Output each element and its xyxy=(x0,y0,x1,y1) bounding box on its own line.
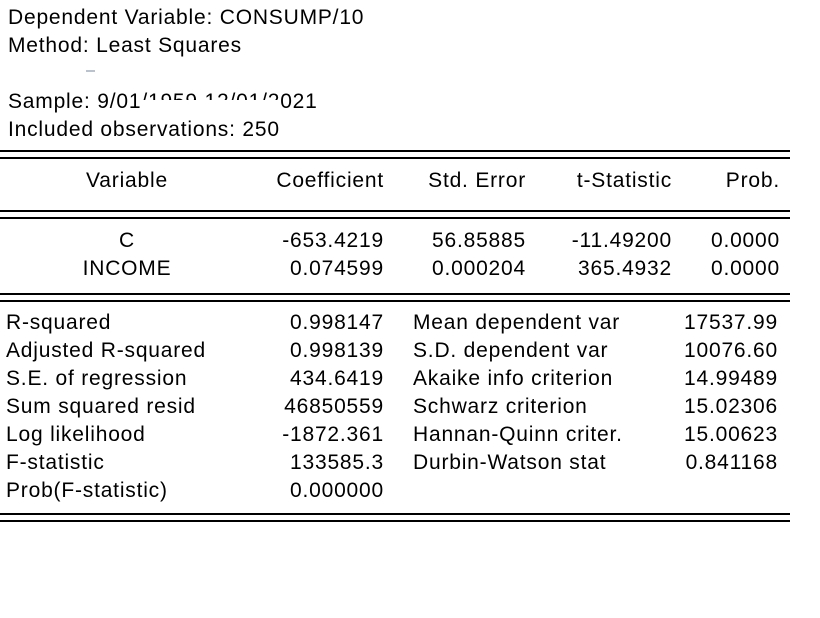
method-line: Method: Least Squares xyxy=(8,34,242,57)
table-rule xyxy=(0,157,790,159)
stat-label: Adjusted R-squared xyxy=(6,339,207,362)
stat-label: Durbin-Watson stat xyxy=(413,451,607,474)
stat-value: -1872.361 xyxy=(282,423,384,446)
included-observations-line: Included observations: 250 xyxy=(8,118,280,141)
col-header-t-statistic: t-Statistic xyxy=(576,169,672,192)
table-rule xyxy=(0,513,790,515)
col-header-coefficient: Coefficient xyxy=(276,169,384,192)
stat-label: S.E. of regression xyxy=(6,367,188,390)
table-rule xyxy=(0,210,790,212)
coef-table-header-row: Variable Coefficient Std. Error t-Statis… xyxy=(0,167,790,195)
stat-label: Schwarz criterion xyxy=(413,395,588,418)
stat-label: S.D. dependent var xyxy=(413,339,609,362)
table-rule xyxy=(0,520,790,522)
cell-t-statistic: -11.49200 xyxy=(571,229,672,252)
summary-row: S.E. of regression 434.6419 Akaike info … xyxy=(0,365,790,393)
cell-variable: C xyxy=(119,229,135,252)
dependent-variable-line: Dependent Variable: CONSUMP/10 xyxy=(8,6,365,29)
cell-t-statistic: 365.4932 xyxy=(578,257,672,280)
sample-line-whiteout-artifact xyxy=(140,100,280,114)
cell-coefficient: 0.074599 xyxy=(290,257,384,280)
cell-std-error: 56.85885 xyxy=(432,229,526,252)
stat-value: 15.00623 xyxy=(684,423,778,446)
table-rule xyxy=(0,217,790,219)
cell-variable: INCOME xyxy=(82,257,172,280)
table-row: C -653.4219 56.85885 -11.49200 0.0000 xyxy=(0,227,790,255)
cell-std-error: 0.000204 xyxy=(432,257,526,280)
stat-value: 434.6419 xyxy=(290,367,384,390)
stat-label: R-squared xyxy=(6,311,112,334)
summary-row: Prob(F-statistic) 0.000000 xyxy=(0,477,790,505)
summary-row: R-squared 0.998147 Mean dependent var 17… xyxy=(0,309,790,337)
table-rule xyxy=(0,150,790,152)
summary-row: Sum squared resid 46850559 Schwarz crite… xyxy=(0,393,790,421)
stat-value: 15.02306 xyxy=(684,395,778,418)
stat-label: Prob(F-statistic) xyxy=(6,479,168,502)
stat-value: 0.998147 xyxy=(290,311,384,334)
stat-label: F-statistic xyxy=(6,451,105,474)
erased-text-remnant xyxy=(86,70,95,72)
stat-value: 46850559 xyxy=(284,395,384,418)
col-header-variable: Variable xyxy=(86,169,168,192)
cell-coefficient: -653.4219 xyxy=(282,229,384,252)
table-row: INCOME 0.074599 0.000204 365.4932 0.0000 xyxy=(0,255,790,283)
stat-value: 14.99489 xyxy=(684,367,778,390)
stat-label: Sum squared resid xyxy=(6,395,196,418)
stat-label: Akaike info criterion xyxy=(413,367,614,390)
table-rule xyxy=(0,300,790,302)
stat-label: Mean dependent var xyxy=(413,311,621,334)
stat-value: 10076.60 xyxy=(684,339,778,362)
table-rule xyxy=(0,293,790,295)
stat-value: 0.000000 xyxy=(290,479,384,502)
col-header-prob: Prob. xyxy=(725,169,780,192)
cell-prob: 0.0000 xyxy=(710,257,780,280)
stat-value: 133585.3 xyxy=(290,451,384,474)
summary-row: Adjusted R-squared 0.998139 S.D. depende… xyxy=(0,337,790,365)
stat-label: Hannan-Quinn criter. xyxy=(413,423,623,446)
cell-prob: 0.0000 xyxy=(710,229,780,252)
col-header-std-error: Std. Error xyxy=(428,169,526,192)
summary-row: Log likelihood -1872.361 Hannan-Quinn cr… xyxy=(0,421,790,449)
stat-value: 17537.99 xyxy=(684,311,778,334)
stat-label: Log likelihood xyxy=(6,423,146,446)
stat-value: 0.998139 xyxy=(290,339,384,362)
summary-row: F-statistic 133585.3 Durbin-Watson stat … xyxy=(0,449,790,477)
stat-value: 0.841168 xyxy=(685,451,778,474)
